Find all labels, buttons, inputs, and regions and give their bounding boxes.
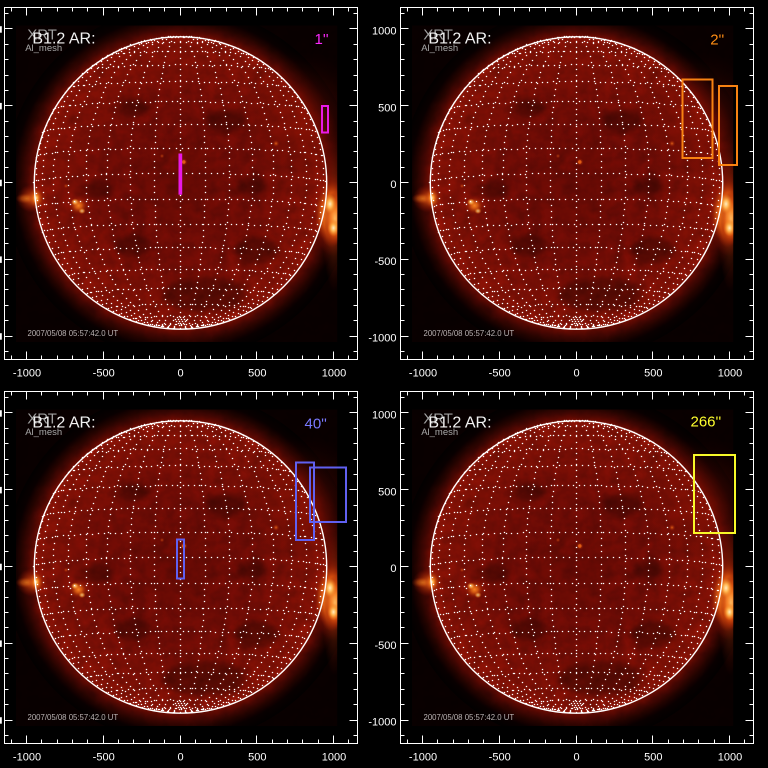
svg-text:2'': 2''	[710, 31, 724, 48]
svg-text:40'': 40''	[305, 415, 328, 432]
svg-text:266'': 266''	[691, 414, 722, 431]
svg-text:1'': 1''	[315, 31, 329, 48]
